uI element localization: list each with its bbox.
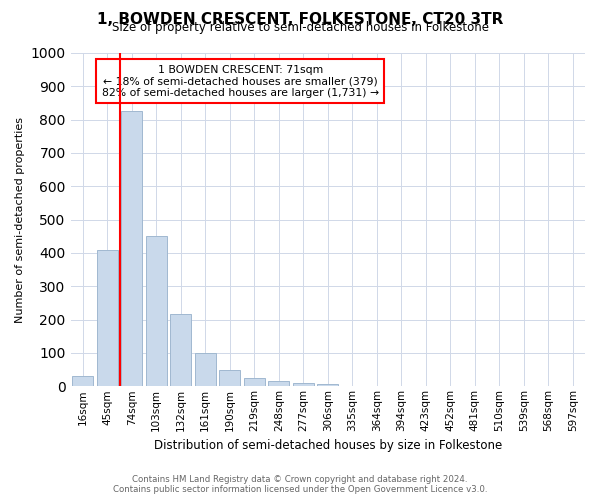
- Bar: [121, 112, 142, 386]
- Text: Size of property relative to semi-detached houses in Folkestone: Size of property relative to semi-detach…: [112, 22, 488, 35]
- Bar: [244, 378, 265, 386]
- Bar: [170, 314, 191, 386]
- Bar: [220, 370, 240, 386]
- Bar: [268, 382, 289, 386]
- Bar: [317, 384, 338, 386]
- Bar: [97, 250, 118, 386]
- X-axis label: Distribution of semi-detached houses by size in Folkestone: Distribution of semi-detached houses by …: [154, 440, 502, 452]
- Bar: [146, 236, 167, 386]
- Text: 1 BOWDEN CRESCENT: 71sqm
← 18% of semi-detached houses are smaller (379)
82% of : 1 BOWDEN CRESCENT: 71sqm ← 18% of semi-d…: [102, 64, 379, 98]
- Bar: [73, 376, 93, 386]
- Y-axis label: Number of semi-detached properties: Number of semi-detached properties: [15, 116, 25, 322]
- Bar: [293, 383, 314, 386]
- Text: 1, BOWDEN CRESCENT, FOLKESTONE, CT20 3TR: 1, BOWDEN CRESCENT, FOLKESTONE, CT20 3TR: [97, 12, 503, 26]
- Text: Contains HM Land Registry data © Crown copyright and database right 2024.
Contai: Contains HM Land Registry data © Crown c…: [113, 474, 487, 494]
- Bar: [195, 353, 215, 386]
